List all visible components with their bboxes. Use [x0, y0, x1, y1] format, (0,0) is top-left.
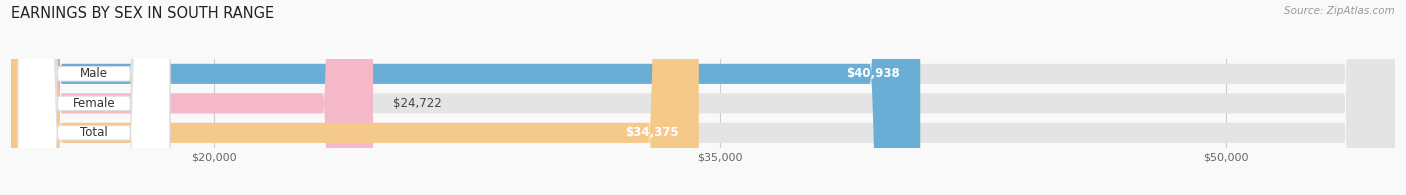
FancyBboxPatch shape — [11, 0, 699, 195]
Text: $24,722: $24,722 — [394, 97, 441, 110]
Text: Female: Female — [73, 97, 115, 110]
Text: Source: ZipAtlas.com: Source: ZipAtlas.com — [1284, 6, 1395, 16]
Text: Total: Total — [80, 126, 108, 139]
Text: EARNINGS BY SEX IN SOUTH RANGE: EARNINGS BY SEX IN SOUTH RANGE — [11, 6, 274, 21]
Text: Male: Male — [80, 67, 108, 80]
FancyBboxPatch shape — [11, 0, 1395, 195]
Text: $34,375: $34,375 — [624, 126, 679, 139]
FancyBboxPatch shape — [11, 0, 1395, 195]
FancyBboxPatch shape — [18, 0, 170, 195]
FancyBboxPatch shape — [18, 0, 170, 195]
FancyBboxPatch shape — [18, 0, 170, 195]
FancyBboxPatch shape — [11, 0, 1395, 195]
Text: $40,938: $40,938 — [846, 67, 900, 80]
FancyBboxPatch shape — [11, 0, 373, 195]
FancyBboxPatch shape — [11, 0, 921, 195]
